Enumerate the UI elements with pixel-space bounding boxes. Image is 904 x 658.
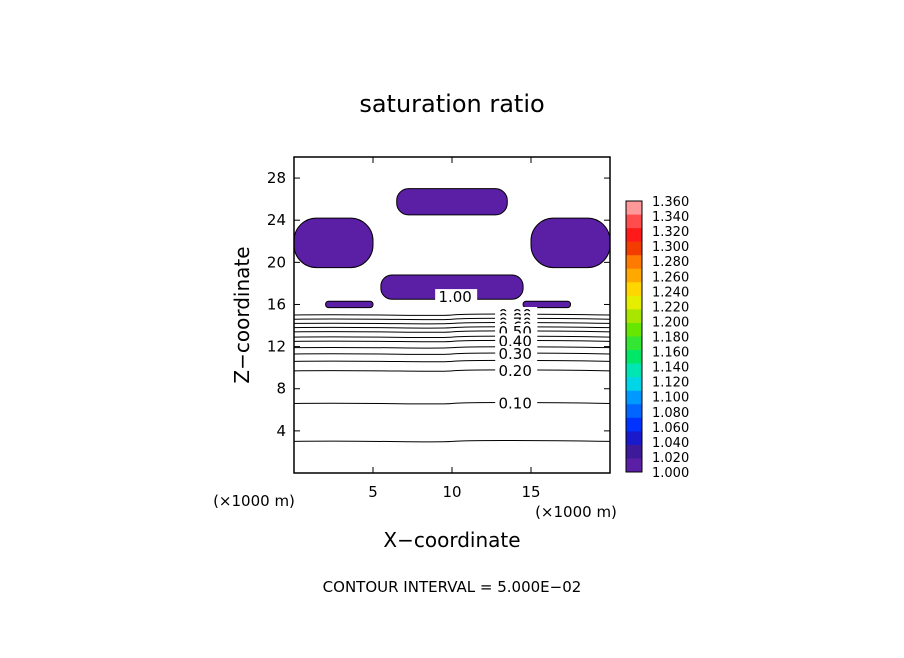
contour-label: 0.40 [498,332,531,350]
saturated-region [294,217,374,269]
colorbar-swatch [626,214,642,229]
contour-line [294,330,610,333]
x-axis-ticks: 5 10 15 [368,157,541,501]
contour-line [294,346,610,349]
colorbar-swatch [626,336,642,351]
colorbar-swatch [626,377,642,391]
colorbar-swatch [626,431,642,446]
contour-label: 0.10 [498,394,531,412]
colorbar: 1.3601.3401.3201.3001.2801.2601.2401.220… [625,195,689,481]
x-tick-label: 15 [521,483,540,501]
colorbar-swatch [626,201,642,215]
x-axis-label: X−coordinate [383,528,520,552]
colorbar-swatch [626,322,642,337]
contour-label: 1.00 [438,288,471,306]
colorbar-label: 1.040 [652,436,689,451]
colorbar-label: 1.200 [652,315,689,330]
contour-label-bg [495,362,538,378]
colorbar-label: 1.120 [652,376,689,391]
contour-line [294,321,610,325]
contour-line [294,317,610,321]
contour-labels: 1.000.900.800.700.600.500.400.300.200.10 [435,288,538,412]
contour-lines [294,313,610,443]
contour-line [294,335,610,339]
colorbar-label: 1.240 [652,285,689,300]
contour-line [294,402,610,405]
colorbar-label: 1.140 [652,361,689,376]
contour-line [294,313,610,316]
colorbar-frame [625,200,643,473]
colorbar-swatch [626,241,642,256]
colorbar-swatch [626,350,642,364]
colorbar-label: 1.300 [652,240,689,255]
x-tick-label: 5 [368,483,378,501]
colorbar-label: 1.060 [652,421,689,436]
colorbar-label: 1.000 [652,466,689,481]
contour-label-bg [435,289,478,305]
contour-line [294,352,610,355]
contour-label-bg [495,395,538,411]
colorbar-label: 1.080 [652,406,689,421]
colorbar-swatch [626,444,642,459]
contour-label-bg [495,333,538,349]
y-tick-label: 24 [267,211,286,229]
contour-line [294,339,610,343]
y-tick-label: 4 [276,422,286,440]
colorbar-label: 1.260 [652,270,689,285]
colorbar-swatch [626,309,642,324]
colorbar-swatch [626,458,642,473]
x-tick-label: 10 [442,483,461,501]
contour-label: 0.30 [498,345,531,363]
saturated-region [530,217,610,269]
colorbar-swatch [626,255,642,270]
colorbar-swatch [626,404,642,419]
saturated-region [325,300,374,309]
contour-line [294,359,610,363]
saturated-region [396,188,508,216]
chart-title: saturation ratio [359,90,544,118]
y-axis-label: Z−coordinate [230,246,254,383]
colorbar-swatch [626,363,642,378]
colorbar-label: 1.280 [652,255,689,270]
colorbar-label: 1.220 [652,300,689,315]
colorbar-swatch [626,417,642,432]
colorbar-label: 1.360 [652,195,689,210]
contour-line [294,439,610,443]
colorbar-swatch [626,282,642,297]
colorbar-label: 1.320 [652,225,689,240]
contour-line [294,369,610,372]
contour-label-bg [495,345,538,361]
colorbar-label: 1.100 [652,391,689,406]
x-unit-label-right: (×1000 m) [535,503,617,521]
colorbar-swatch [626,228,642,242]
saturated-region [522,300,571,309]
contour-interval-note: CONTOUR INTERVAL = 5.000E−02 [323,578,582,596]
colorbar-label: 1.160 [652,346,689,361]
y-tick-label: 12 [267,338,286,356]
colorbar-label: 1.180 [652,331,689,346]
y-tick-label: 28 [267,169,286,187]
y-tick-label: 8 [276,380,286,398]
y-axis-ticks: 4 8 12 16 20 24 28 [267,169,610,440]
y-tick-label: 16 [267,295,286,313]
colorbar-label: 1.340 [652,210,689,225]
y-tick-label: 20 [267,253,286,271]
contour-label: 0.20 [498,362,531,380]
colorbar-swatch [626,268,642,283]
contour-line [294,326,610,329]
colorbar-swatch [626,295,642,310]
colorbar-label: 1.020 [652,451,689,466]
x-unit-label-left: (×1000 m) [213,492,295,510]
colorbar-swatch [626,390,642,405]
